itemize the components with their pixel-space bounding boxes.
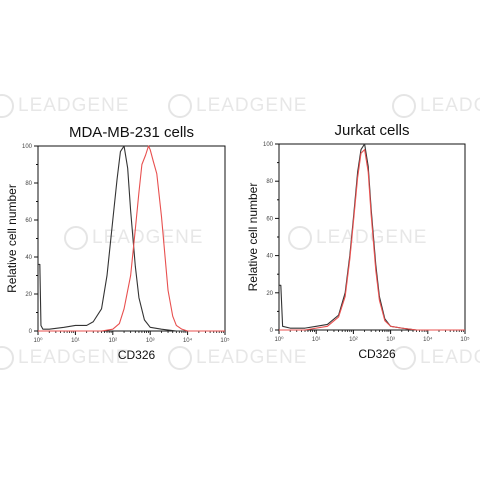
x-tick-label: 10¹ — [312, 337, 321, 343]
y-tick-label: 0 — [270, 328, 274, 334]
histogram-series-2 — [279, 149, 465, 331]
y-tick-label: 80 — [266, 179, 273, 185]
histogram-series-1 — [279, 143, 465, 331]
chart-title: MDA-MB-231 cells — [69, 124, 194, 141]
leaf-logo-icon — [288, 226, 312, 250]
x-axis-label: CD326 — [358, 347, 396, 361]
leaf-logo-icon — [168, 346, 192, 370]
y-tick-label: 100 — [22, 144, 33, 150]
watermark: LEADGENE — [392, 94, 480, 118]
histogram-series-1 — [38, 145, 225, 332]
leaf-logo-icon — [168, 94, 192, 118]
x-tick-label: 10⁴ — [183, 337, 193, 344]
leaf-logo-icon — [392, 94, 416, 118]
x-tick-label: 10⁵ — [220, 337, 230, 344]
y-tick-label: 80 — [25, 181, 32, 187]
y-axis-label: Relative cell number — [246, 183, 260, 292]
y-tick-label: 0 — [29, 329, 33, 335]
x-tick-label: 10⁰ — [274, 336, 284, 343]
histogram-panel-2: Jurkat cells CD326 Relative cell number 0 20… — [246, 122, 470, 361]
watermark: LEADGENE — [288, 226, 427, 250]
y-tick-label: 100 — [263, 142, 274, 148]
x-tick-label: 10⁵ — [460, 336, 470, 343]
x-tick-label: 10² — [349, 337, 358, 343]
y-tick-label: 20 — [266, 291, 273, 297]
x-tick-label: 10³ — [386, 337, 395, 343]
x-tick-label: 10³ — [146, 338, 155, 344]
watermark: LEADGENE — [64, 226, 203, 250]
x-tick-label: 10² — [108, 338, 117, 344]
leaf-logo-icon — [392, 346, 416, 370]
x-tick-label: 10⁰ — [33, 337, 43, 344]
y-tick-label: 40 — [266, 254, 273, 260]
x-tick-label: 10⁴ — [423, 336, 433, 343]
y-tick-label: 60 — [266, 216, 273, 222]
watermark: LEADGENE — [168, 94, 307, 118]
histogram-series-2 — [38, 145, 225, 332]
watermark: LEADGENE — [168, 346, 307, 370]
x-tick-label: 10¹ — [71, 338, 80, 344]
plot-frame — [37, 145, 226, 332]
watermark: LEADGENE — [392, 346, 480, 370]
leaf-logo-icon — [64, 226, 88, 250]
y-tick-label: 40 — [25, 255, 32, 261]
x-axis-label: CD326 — [118, 348, 156, 362]
plot-frame — [278, 143, 466, 331]
histogram-panel-1: MDA-MB-231 cells CD326 Relative cell numbe… — [5, 124, 230, 362]
y-tick-label: 20 — [25, 292, 32, 298]
y-axis-label: Relative cell number — [5, 184, 19, 293]
y-tick-label: 60 — [25, 218, 32, 224]
watermark: LEADGENE — [0, 346, 129, 370]
chart-title: Jurkat cells — [334, 122, 409, 139]
watermark: LEADGENE — [0, 94, 129, 118]
